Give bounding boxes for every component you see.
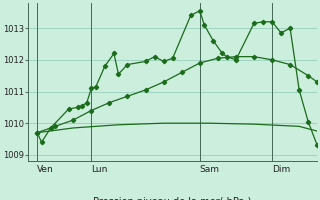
Text: Dim: Dim bbox=[272, 165, 290, 174]
Text: Sam: Sam bbox=[200, 165, 220, 174]
Text: Lun: Lun bbox=[91, 165, 108, 174]
Text: Ven: Ven bbox=[37, 165, 54, 174]
Text: Pression niveau de la mer( hPa ): Pression niveau de la mer( hPa ) bbox=[93, 196, 252, 200]
